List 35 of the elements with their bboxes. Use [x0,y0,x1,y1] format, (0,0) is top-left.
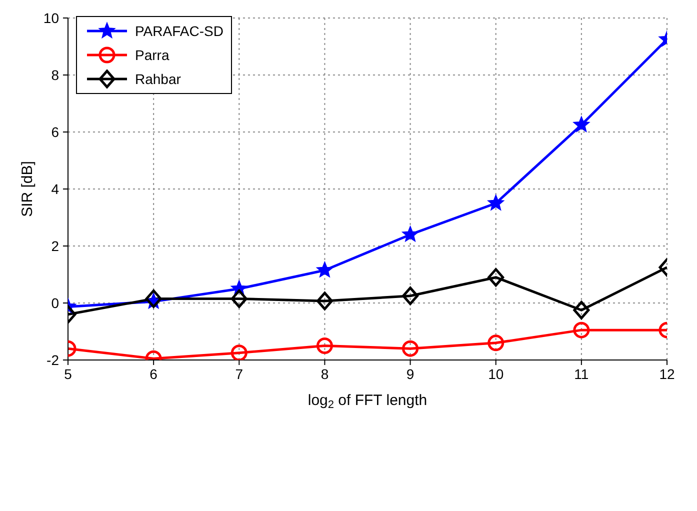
y-tick-label: 0 [51,294,60,311]
y-tick-label: 4 [51,180,60,197]
point [145,289,162,308]
point [316,262,333,278]
point [573,300,590,320]
y-tick-label: 8 [51,66,60,83]
point [402,340,419,357]
y-tick-label: -2 [46,352,60,368]
point [573,116,590,132]
x-tick-label: 10 [488,366,504,382]
point [402,226,418,242]
legend-label: PARAFAC-SD [135,23,224,39]
x-tick-label: 9 [406,366,414,382]
x-axis-title: log$_{2}$ of FFT length [308,392,428,412]
point [230,289,248,308]
point [230,344,248,360]
x-tick-label: 11 [574,366,589,382]
y-tick-label: 10 [43,10,60,26]
y-axis-title: SIR [dB] [19,161,36,217]
y-tick-label: 2 [51,238,60,254]
point [488,334,504,352]
x-tick-label: 6 [150,366,158,382]
point [488,268,504,287]
legend-label: Rahbar [135,71,181,87]
legend-label: Parra [135,47,170,63]
y-tick-label: 6 [51,124,60,140]
point [316,292,333,310]
x-tick-label: 5 [64,366,72,382]
point [573,322,590,338]
x-tick-label: 12 [659,366,675,382]
point [402,286,419,306]
point [316,338,333,354]
x-tick-label: 8 [320,366,329,382]
point [488,194,504,210]
x-tick-label: 7 [235,366,244,382]
